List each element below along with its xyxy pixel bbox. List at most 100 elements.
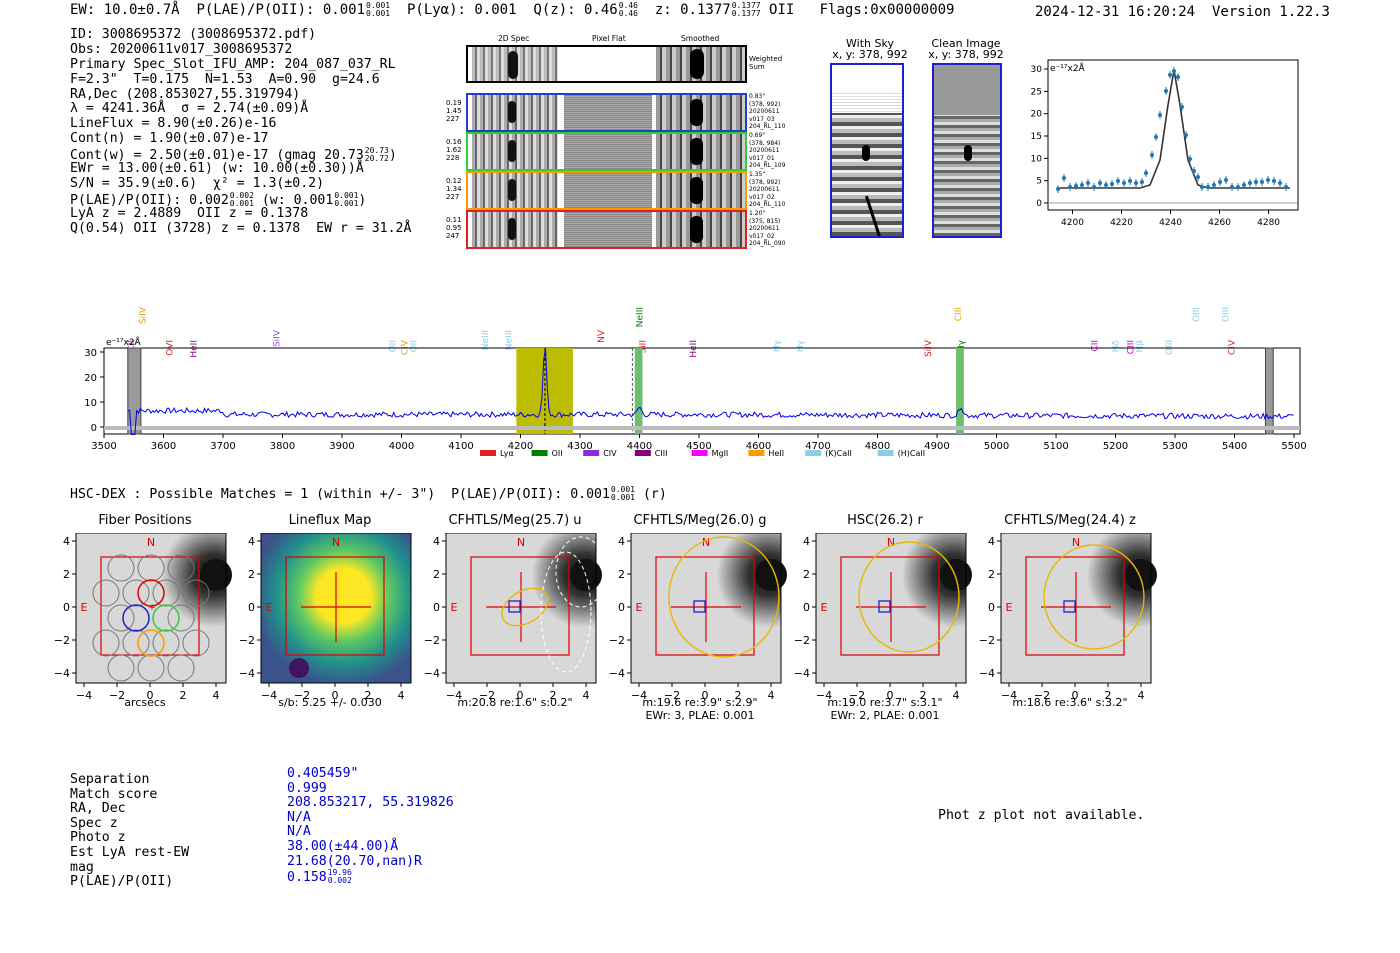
- east-label: E: [266, 601, 273, 614]
- panel-ytick-label: 2: [803, 568, 810, 581]
- photz-message: Phot z plot not available.: [938, 808, 1145, 823]
- fit-point: [1206, 185, 1210, 189]
- fiber-circle: [167, 654, 195, 682]
- panel-title: CFHTLS/Meg(25.7) u: [448, 513, 582, 528]
- fiber-row-stats: 0.19 1.45 227: [446, 99, 464, 123]
- fit-ytick-label: 15: [1031, 132, 1042, 142]
- fiber-circle: [182, 579, 210, 607]
- spectral-line-label: CIII: [954, 307, 964, 321]
- fiber-row-stats: 0.11 0.95 247: [446, 216, 464, 240]
- info-contn: Cont(n) = 1.90(±0.07)e-17: [70, 131, 269, 147]
- panel-ytick-label: 4: [248, 535, 255, 548]
- header-timestamp: 2024-12-31 16:20:24 Version 1.22.3: [1035, 4, 1330, 20]
- panel-ytick-label: 0: [988, 601, 995, 614]
- info-obs: Obs: 20200611v017_3008695372: [70, 41, 293, 57]
- info-plae: P(LAE)/P(OII): 0.002 0.002 0.001 (w: 0.001…: [70, 191, 411, 208]
- panel-ytick-label: −4: [979, 667, 995, 680]
- info-contw-text: Cont(w) = 2.50(±0.01)e-17 (gmag 20.73: [70, 148, 364, 164]
- panel-ytick-label: −2: [979, 634, 995, 647]
- spectral-line-label: CII: [1091, 340, 1101, 352]
- matches-plae-lo: 0.001: [610, 493, 635, 502]
- fiber-meta: 20200611: [749, 108, 780, 115]
- info-gmag-close: ): [388, 148, 397, 164]
- spec-xtick-label: 4600: [746, 441, 771, 452]
- east-label: E: [1006, 601, 1013, 614]
- panel-xtick-label: −2: [1034, 689, 1050, 702]
- legend-swatch: [583, 450, 600, 456]
- catalog-match-box: [508, 600, 521, 613]
- fiber-circle: [92, 629, 120, 657]
- bright-source: [1125, 559, 1157, 591]
- fiber-meta: 204_RL_110: [749, 123, 786, 130]
- spectral-line-label: SiIV: [273, 329, 283, 347]
- catalog-match-box: [1063, 600, 1076, 613]
- fiber-row-strip: [466, 132, 747, 171]
- fit-point: [1144, 171, 1148, 175]
- fit-point: [1192, 169, 1196, 173]
- fit-xtick-label: 4240: [1159, 218, 1182, 228]
- spectral-line-label: CIV: [1228, 339, 1238, 355]
- panel-xtick-label: 0: [517, 689, 524, 702]
- fiber-meta: v017_02: [749, 232, 775, 240]
- panel-ytick-label: −2: [609, 634, 625, 647]
- fiber-meta: 204_RL_110: [749, 201, 786, 208]
- east-label: E: [451, 601, 458, 614]
- spectrum-legend: Lyα OII CIV CIII MgII HeII (K)CaII (H)CaII: [480, 449, 925, 458]
- panel-ytick-label: 4: [63, 535, 70, 548]
- panel-xtick-label: −2: [849, 689, 865, 702]
- fit-point: [1104, 183, 1108, 187]
- panel-ytick-label: 2: [988, 568, 995, 581]
- panel-xtick-label: −4: [261, 689, 277, 702]
- panel-caption: m:18.6 re:3.6" s:3.2": [1012, 696, 1128, 709]
- fiber-center: +: [148, 603, 156, 613]
- info-lya: LyA z = 2.4889 OII z = 0.1378: [70, 205, 309, 221]
- fiber-blob: [508, 101, 516, 123]
- fiber-circle-highlight: [137, 579, 165, 607]
- spec-xtick-label: 4500: [686, 441, 711, 452]
- key-mag: mag: [70, 859, 94, 875]
- fiber-circle: [167, 554, 195, 582]
- spectral-line-label: NV: [597, 329, 607, 343]
- catalog-match-box: [693, 600, 706, 613]
- spec-xtick-label: 3700: [210, 441, 235, 452]
- fit-point: [1086, 181, 1090, 185]
- fiber-blob-smoothed: [690, 177, 703, 204]
- fit-point: [1098, 181, 1102, 185]
- panel-image: N E 4 2 0 −2 −4 −4 −2 0 2 4: [794, 533, 972, 702]
- fiber-meta: 1.35": [749, 171, 766, 178]
- spec-xtick-label: 3900: [329, 441, 354, 452]
- fiber-stat: 227: [446, 193, 460, 201]
- fiber-stat: 0.12: [446, 177, 462, 185]
- spectral-line-label: OIII: [1222, 307, 1232, 322]
- panel-xtick-label: −4: [816, 689, 832, 702]
- spec-xtick-label: 4200: [508, 441, 533, 452]
- fiber-meta: v017_03: [749, 115, 775, 123]
- legend-swatch: [480, 450, 496, 456]
- fit-point: [1164, 89, 1168, 93]
- fiber-meta: (375, 815): [749, 217, 781, 225]
- spec-ytick-label: 20: [84, 373, 97, 384]
- spectrum-noise-band: [104, 426, 1300, 430]
- masked-region: [127, 347, 142, 435]
- panel-ytick-label: −2: [424, 634, 440, 647]
- fit-ytick-label: 10: [1031, 154, 1043, 164]
- fiber-row-strip: [466, 93, 747, 132]
- fit-point: [1168, 73, 1172, 77]
- fiber-meta: v017_02: [749, 193, 775, 201]
- fiber-meta: 0.69": [749, 132, 766, 139]
- spec-xtick-label: 3800: [270, 441, 295, 452]
- panel-image: N E +4 2 0 −2 −4 −4 −2 0 2 4: [54, 533, 232, 702]
- header-version: Version 1.22.3: [1211, 4, 1330, 20]
- spec-xtick-label: 5300: [1162, 441, 1187, 452]
- panel-ytick-label: 0: [63, 601, 70, 614]
- fit-ytick-label: 30: [1031, 65, 1043, 75]
- fiber-meta: 0.83": [749, 93, 766, 100]
- bright-source: [200, 559, 232, 591]
- spec-xtick-label: 5000: [984, 441, 1009, 452]
- search-box: [840, 556, 940, 656]
- info-plae-text: P(LAE)/P(OII): 0.002: [70, 192, 229, 208]
- fiber-circle: [107, 654, 135, 682]
- legend-label: MgII: [712, 449, 729, 458]
- fit-xtick-label: 4200: [1061, 218, 1084, 228]
